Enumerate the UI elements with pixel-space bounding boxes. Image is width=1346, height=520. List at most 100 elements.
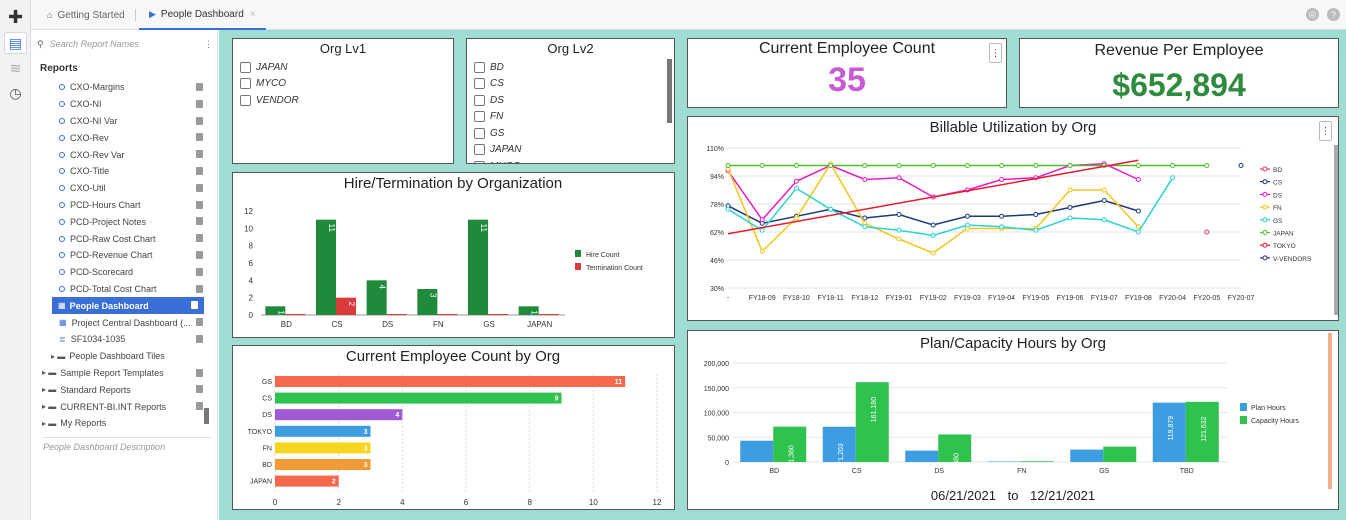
report-label: CXO-NI <box>70 99 102 110</box>
sidebar-report-item[interactable]: PCD-Project Notes <box>31 213 218 230</box>
org-lv2-scrollbar[interactable] <box>667 59 672 123</box>
filter-option[interactable]: MUCO <box>474 158 522 163</box>
sidebar-scrollbar[interactable] <box>204 408 209 424</box>
data-point-cs <box>896 212 902 217</box>
checkbox[interactable] <box>474 78 485 90</box>
tab-people-dashboard[interactable]: ▶ People Dashboard × <box>139 0 266 30</box>
close-icon[interactable]: × <box>249 8 256 20</box>
sidebar-report-item[interactable]: CXO-Rev Var <box>31 146 218 163</box>
checkbox[interactable] <box>474 94 485 106</box>
lock-icon <box>196 402 203 411</box>
reports-section-title: Reports <box>40 63 78 74</box>
data-point-cs <box>862 215 868 221</box>
capacity-hours-bar <box>1020 461 1054 462</box>
sidebar-report-item[interactable]: CXO-Util <box>31 180 218 197</box>
employee-count-menu-button[interactable]: ⋮ <box>989 43 1002 63</box>
search-input[interactable]: ⚲ Search Report Names. ⋮ <box>37 38 213 50</box>
folder-label: Standard Reports <box>60 384 131 395</box>
plan-capacity-scrollbar[interactable] <box>1328 333 1332 489</box>
y-tick-label: GS <box>262 379 272 386</box>
hire-termination-panel: Hire/Termination by Organization 0 2 4 6 8 10 1… <box>232 172 675 338</box>
checkbox[interactable] <box>474 111 485 123</box>
legend-marker <box>1262 179 1268 185</box>
checkbox[interactable] <box>240 78 251 90</box>
sidebar-report-item[interactable]: CXO-NI Var <box>31 113 218 130</box>
utilization-scrollbar[interactable] <box>1334 145 1338 315</box>
filter-option[interactable]: CS <box>474 76 522 93</box>
sidebar-report-item[interactable]: PCD-Total Cost Chart <box>31 281 218 298</box>
lock-icon <box>196 318 203 327</box>
sidebar-folder[interactable]: ▸ ▬ CURRENT-BI.INT Reports <box>31 398 218 415</box>
data-point-ds <box>1135 177 1141 182</box>
utilization-menu-button[interactable]: ⋮ <box>1319 121 1332 141</box>
sidebar-report-item[interactable]: ≣ SF1034-1035 <box>31 331 218 348</box>
lock-icon <box>196 150 203 159</box>
sidebar-report-selected[interactable]: ▦People Dashboard▶≡ <box>52 297 254 315</box>
sidebar-report-item[interactable]: CXO-Rev <box>31 129 218 146</box>
globe-icon[interactable]: ◎ <box>1306 8 1319 21</box>
reports-icon[interactable]: ▤ <box>4 32 27 54</box>
checkbox[interactable] <box>474 144 485 156</box>
sidebar-report-item[interactable]: PCD-Raw Cost Chart <box>31 230 218 247</box>
x-tick-label: FN <box>433 320 444 329</box>
sidebar-report-item[interactable]: PCD-Scorecard <box>31 264 218 281</box>
lock-icon <box>196 99 203 108</box>
sidebar-folder[interactable]: ▸ ▬ Standard Reports <box>31 381 218 398</box>
sidebar-folder[interactable]: ▸ ▬ People Dashboard Tiles <box>31 348 218 365</box>
expand-folder-icon[interactable]: ▸ ▬ <box>42 402 57 412</box>
x-tick-label: FY19-07 <box>1091 295 1118 302</box>
y-tick-label: 46% <box>710 258 724 265</box>
sidebar-report-item[interactable]: PCD-Revenue Chart <box>31 247 218 264</box>
tab-getting-started[interactable]: ⌂ Getting Started <box>47 9 125 21</box>
checkbox[interactable] <box>240 94 251 106</box>
data-point-japan <box>1033 163 1039 168</box>
filter-option[interactable]: DS <box>474 92 522 109</box>
filter-option[interactable]: JAPAN <box>240 59 299 76</box>
database-icon[interactable]: ≋ <box>9 59 22 76</box>
hire-data-label: 1 <box>530 310 539 315</box>
expand-folder-icon[interactable]: ▸ ▬ <box>42 368 57 378</box>
expand-folder-icon[interactable]: ▸ ▬ <box>42 418 57 428</box>
filter-option[interactable]: BD <box>474 59 522 76</box>
expand-folder-icon[interactable]: ▸ ▬ <box>51 351 66 361</box>
checkbox[interactable] <box>474 160 485 163</box>
sidebar-report-item[interactable]: PCD-Hours Chart <box>31 197 218 214</box>
x-tick-label: 10 <box>589 498 598 507</box>
revenue-tile: Revenue Per Employee $652,894 <box>1019 38 1339 108</box>
more-icon[interactable]: ⋮ <box>204 38 213 49</box>
add-icon[interactable]: ✚ <box>7 6 24 27</box>
legend-marker <box>1262 217 1268 223</box>
filter-option[interactable]: FN <box>474 109 522 126</box>
capacity-data-label: 121,632 <box>1201 416 1208 441</box>
x-tick-label: FY18-10 <box>783 295 810 302</box>
sidebar-folder[interactable]: ▸ ▬ My Reports <box>31 415 218 432</box>
data-point-gs <box>896 227 902 233</box>
checkbox[interactable] <box>474 127 485 139</box>
data-point-japan <box>930 163 936 168</box>
sidebar-folder[interactable]: ▸ ▬ Sample Report Templates <box>31 365 218 382</box>
hire-termination-chart: Hire/Termination by Organization 0 2 4 6 8 10 1… <box>244 175 643 329</box>
sidebar-report-item[interactable]: CXO-NI <box>31 96 218 113</box>
y-tick-label: 6 <box>249 259 254 268</box>
termination-bar <box>538 314 559 315</box>
sidebar-report-item[interactable]: CXO-Margins <box>31 79 218 96</box>
data-point-gs <box>1135 229 1141 235</box>
legend-label: JAPAN <box>1273 231 1294 238</box>
filter-option[interactable]: MYCO <box>240 76 299 93</box>
checkbox[interactable] <box>474 61 485 73</box>
sidebar-report-item[interactable]: ▦ Project Central Dashboard (... <box>31 314 218 331</box>
help-icon[interactable]: ? <box>1327 8 1340 21</box>
hire-data-label: 11 <box>479 224 488 233</box>
folder-label: Sample Report Templates <box>60 367 164 378</box>
history-icon[interactable]: ◷ <box>9 84 22 101</box>
sidebar-report-item[interactable]: CXO-Title <box>31 163 218 180</box>
x-tick-label: FY19-01 <box>886 295 913 302</box>
expand-folder-icon[interactable]: ▸ ▬ <box>42 385 57 395</box>
filter-option[interactable]: GS <box>474 125 522 142</box>
legend-label: Capacity Hours <box>1251 418 1299 425</box>
report-icon <box>59 252 65 259</box>
filter-option[interactable]: JAPAN <box>474 142 522 159</box>
checkbox[interactable] <box>240 61 251 73</box>
filter-option[interactable]: VENDOR <box>240 92 299 109</box>
lock-icon <box>196 183 203 192</box>
